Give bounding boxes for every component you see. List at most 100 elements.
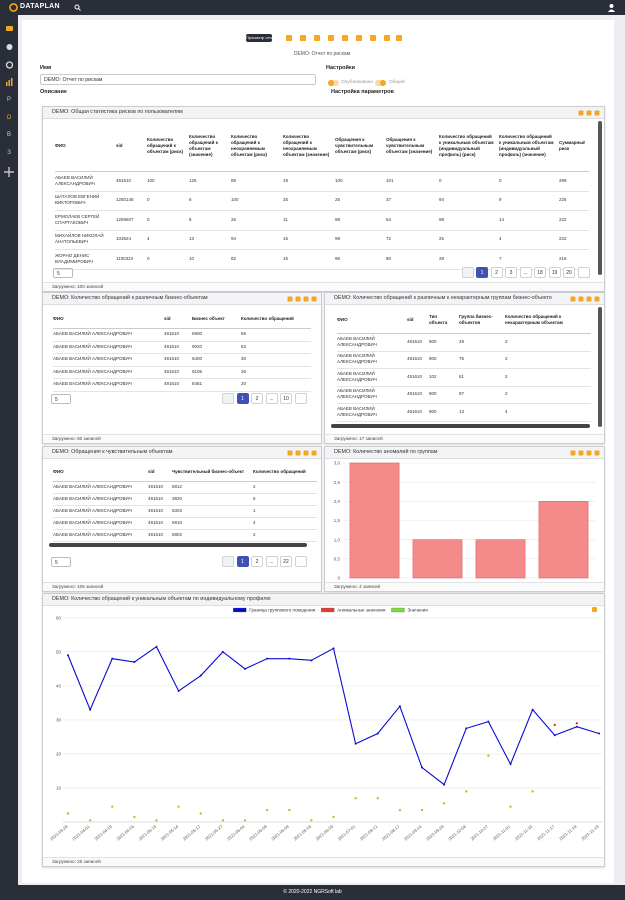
table-cell: 491610 — [148, 484, 164, 490]
table-cell: 1259607 — [116, 216, 134, 222]
page-size-select[interactable]: 5 — [51, 557, 71, 567]
icon[interactable] — [311, 450, 317, 456]
table-cell: АБАЕВ ВАСИЛИЙ АЛЕКСАНДРОВИЧ — [55, 174, 95, 186]
table-cell: 491610 — [407, 373, 423, 379]
panel-footer: Загружено: 4 записей — [325, 582, 604, 591]
point — [88, 819, 92, 822]
point — [575, 722, 579, 725]
pager-page[interactable]: 2 — [251, 556, 263, 567]
icon[interactable] — [311, 296, 317, 302]
icon[interactable] — [295, 296, 301, 302]
x-tick-label: 2021-09-29 — [425, 824, 445, 842]
icon[interactable] — [594, 450, 600, 456]
icon[interactable] — [578, 450, 584, 456]
table-cell: 19 — [283, 177, 289, 183]
point — [221, 819, 225, 822]
logo-icon — [9, 3, 18, 12]
sidebar-move-icon[interactable] — [4, 167, 14, 177]
icon[interactable] — [586, 110, 592, 116]
pager-page[interactable]: 20 — [563, 267, 575, 278]
h-scrollbar[interactable] — [331, 424, 590, 428]
table-cell: 900 — [429, 356, 437, 362]
pager-next[interactable] — [294, 556, 307, 567]
table-cell: 37 — [386, 197, 392, 203]
icon[interactable] — [570, 450, 576, 456]
icon[interactable] — [586, 296, 592, 302]
panel-icons[interactable] — [286, 295, 318, 303]
pager-page[interactable]: ... — [265, 393, 278, 404]
table-cell: 6400 — [192, 356, 203, 362]
pager-prev[interactable] — [222, 556, 234, 567]
icon[interactable] — [295, 450, 301, 456]
table-cell: 491610 — [148, 520, 164, 526]
panel-icons[interactable]: 1234 — [569, 449, 601, 457]
panel-footer: Загружено: 106 записей — [43, 582, 321, 591]
pager-page[interactable]: 1 — [236, 393, 249, 404]
point — [310, 819, 313, 822]
toggles[interactable] — [328, 79, 388, 87]
bar — [412, 539, 463, 579]
pager-page[interactable]: 19 — [548, 267, 561, 278]
x-tick-label: 2021-06-09 — [270, 824, 290, 842]
pager-page[interactable]: 10 — [280, 393, 292, 404]
pager-page[interactable]: ... — [265, 556, 278, 567]
point — [531, 790, 534, 793]
sidebar-item[interactable]: В — [6, 132, 11, 138]
h-scrollbar[interactable] — [49, 543, 307, 547]
icon[interactable] — [578, 296, 584, 302]
panel: DEMO: Количество обращений к уникальным … — [42, 593, 605, 867]
row-line — [53, 493, 317, 494]
table-cell: 49 — [459, 338, 465, 344]
icon[interactable] — [578, 110, 584, 116]
line-point — [421, 766, 423, 769]
sidebar-item[interactable]: Р — [6, 97, 11, 103]
icon[interactable] — [303, 450, 309, 456]
user-icon[interactable] — [607, 3, 616, 12]
column-header: Количество обращений — [253, 469, 306, 475]
pager-page[interactable]: 1 — [476, 267, 488, 278]
table-cell: 7 — [499, 255, 502, 261]
legend-label: Аномальные значения — [337, 608, 386, 613]
panel-icons[interactable] — [569, 295, 601, 303]
pager-prev[interactable] — [461, 267, 474, 278]
report-caption: DEMO: Отчет по рискам — [293, 51, 351, 57]
sidebar-item[interactable]: О — [6, 114, 12, 121]
v-scrollbar[interactable] — [598, 121, 602, 275]
table-cell: 56 — [241, 331, 247, 337]
pager-next[interactable] — [294, 393, 307, 404]
name-input[interactable]: DEMO: Отчет по рискам — [40, 74, 316, 85]
pager-prev[interactable] — [222, 393, 234, 404]
table-cell: АБАЕВ ВАСИЛИЙ АЛЕКСАНДРОВИЧ — [53, 381, 132, 387]
page-size-select[interactable]: 5 — [51, 394, 71, 404]
icon[interactable] — [287, 296, 293, 302]
pager-page[interactable]: 22 — [280, 556, 292, 567]
icon[interactable] — [594, 110, 600, 116]
pager-page[interactable]: 18 — [534, 267, 546, 278]
series-line — [67, 645, 600, 786]
table-cell: 61 — [459, 373, 465, 379]
chart-icon[interactable] — [592, 607, 597, 612]
sidebar-item[interactable]: З — [7, 149, 11, 156]
table-cell: 0 — [499, 177, 502, 183]
pager-page[interactable]: 1 — [236, 556, 249, 567]
pager-page[interactable]: ... — [519, 267, 532, 278]
toolbar-icons[interactable] — [284, 33, 404, 43]
icon[interactable] — [287, 450, 293, 456]
pager-page[interactable]: 2 — [490, 267, 503, 278]
panel-icons[interactable] — [286, 449, 318, 457]
panel-icons[interactable] — [577, 109, 601, 117]
icon[interactable] — [570, 296, 576, 302]
icon[interactable] — [586, 450, 592, 456]
pager-next[interactable] — [577, 267, 590, 278]
icon[interactable] — [303, 296, 309, 302]
page-size-select[interactable]: 5 — [53, 268, 73, 278]
table-cell: 299 — [559, 177, 567, 183]
line-point — [266, 657, 269, 660]
row-line — [53, 365, 311, 367]
search-icon[interactable] — [74, 4, 81, 11]
v-scrollbar[interactable] — [598, 307, 602, 427]
icon[interactable] — [594, 296, 600, 302]
pager-page[interactable]: 2 — [251, 393, 263, 404]
pager-page[interactable]: 3 — [505, 267, 517, 278]
